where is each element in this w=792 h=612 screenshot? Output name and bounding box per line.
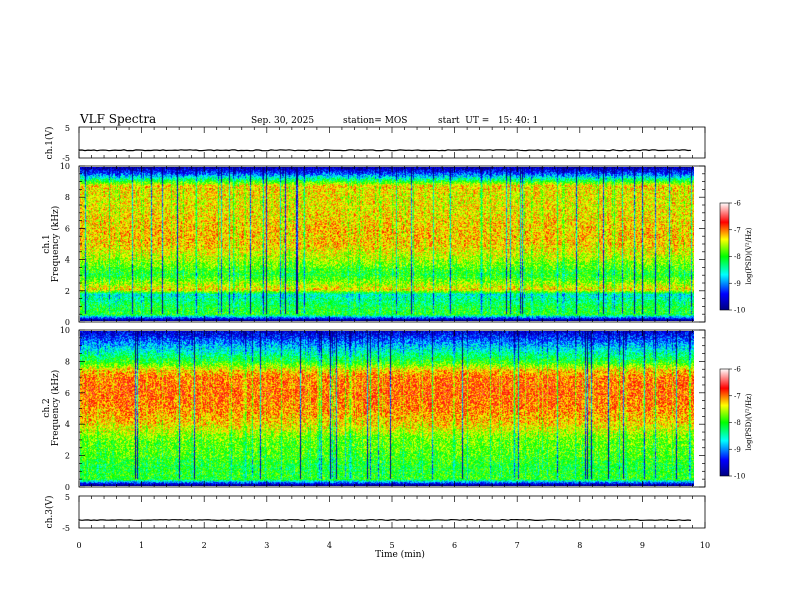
y-tick-label: 6 <box>65 389 70 398</box>
colorbar-tick-label: -9 <box>734 446 741 454</box>
x-tick-label: 1 <box>139 541 144 550</box>
panel-ch1-voltage: 5 -5 ch.1(V) <box>44 124 706 163</box>
header-station: station= MOS <box>343 116 407 126</box>
ch1-colorbar <box>719 202 730 311</box>
y-tick-label: 10 <box>60 162 70 171</box>
ch1-voltage-ylabel: ch.1(V) <box>44 127 55 160</box>
ch2-spectrogram-image <box>80 331 694 486</box>
x-tick-label: 2 <box>202 541 207 550</box>
time-axis: 0 1 2 3 4 5 6 7 8 9 10 <box>76 127 710 550</box>
ch1-voltage-ytick-min: -5 <box>62 154 70 163</box>
y-tick-label: 8 <box>65 357 70 366</box>
colorbar-tick-label: -8 <box>734 419 741 427</box>
colorbar-tick-label: -7 <box>734 392 741 400</box>
ch3-voltage-ytick-max: 5 <box>65 493 70 502</box>
figure-title: VLF Spectra <box>79 112 156 126</box>
ch1-waveform-line <box>78 149 692 152</box>
x-tick-label: 8 <box>577 541 582 550</box>
ch3-voltage-ytick-min: -5 <box>62 524 70 533</box>
y-tick-label: 6 <box>65 224 70 233</box>
y-tick-label: 0 <box>65 318 70 327</box>
ch1-spectrogram-ylabel-channel: ch.1 <box>42 234 52 253</box>
colorbar-tick-label: -9 <box>734 280 741 288</box>
ch1-spectrogram-ylabel-frequency: Frequency (kHz) <box>50 206 61 283</box>
y-tick-label: 8 <box>65 193 70 202</box>
x-axis-label: Time (min) <box>375 549 425 560</box>
ch2-colorbar-label: log(PSD)(V²/Hz) <box>745 393 753 450</box>
y-tick-label: 4 <box>65 256 70 265</box>
colorbar-tick-label: -6 <box>734 200 741 208</box>
panel-ch3-voltage: 5 -5 ch.3(V) <box>44 493 706 533</box>
colorbar-tick-label: -6 <box>734 366 741 374</box>
colorbar-tick-label: -8 <box>734 253 741 261</box>
y-tick-label: 10 <box>60 326 70 335</box>
ch2-spectrogram-ylabel-frequency: Frequency (kHz) <box>50 370 61 447</box>
ch2-colorbar <box>719 368 730 477</box>
x-tick-label: 6 <box>452 541 457 550</box>
ch2-spectrogram-ylabel-channel: ch.2 <box>42 398 52 417</box>
y-tick-label: 2 <box>65 452 70 461</box>
ch3-voltage-ylabel: ch.3(V) <box>44 496 55 529</box>
colorbar-tick-label: -7 <box>734 226 741 234</box>
y-tick-label: 0 <box>65 483 70 492</box>
x-tick-label: 0 <box>76 541 81 550</box>
ch3-waveform-line <box>78 518 692 522</box>
x-tick-label: 7 <box>515 541 520 550</box>
ch1-voltage-ytick-max: 5 <box>65 124 70 133</box>
header-start-time: start UT = 15: 40: 1 <box>438 116 538 126</box>
x-tick-label: 4 <box>327 541 332 550</box>
y-tick-label: 4 <box>65 420 70 429</box>
header-date: Sep. 30, 2025 <box>251 116 314 126</box>
colorbar-tick-label: -10 <box>734 307 745 315</box>
x-tick-label: 5 <box>389 541 394 550</box>
ch1-colorbar-label: log(PSD)(V²/Hz) <box>745 227 753 284</box>
colorbar-tick-label: -10 <box>734 473 745 481</box>
x-tick-label: 9 <box>640 541 645 550</box>
ch1-spectrogram-image <box>80 167 694 321</box>
panel-ch2-spectrogram: 0 2 4 6 8 10 ch.2 Frequency (kHz) -6 -7 -8 -9 -10… <box>42 326 753 492</box>
y-tick-label: 2 <box>65 287 70 296</box>
x-tick-label: 3 <box>264 541 269 550</box>
x-tick-label: 10 <box>700 541 710 550</box>
panel-ch1-spectrogram: 0 2 4 6 8 10 ch.1 Frequency (kHz) -6 -7 -8 -9 -10… <box>42 162 753 327</box>
